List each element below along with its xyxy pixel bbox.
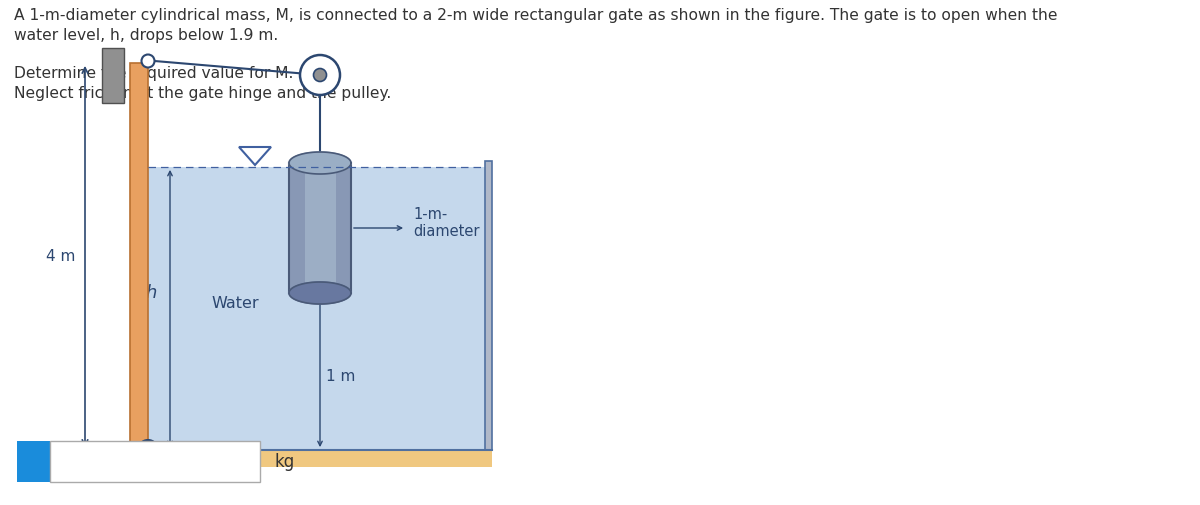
Text: water level, h, drops below 1.9 m.: water level, h, drops below 1.9 m. [14,28,278,43]
Circle shape [142,55,155,68]
Text: Water: Water [211,296,259,311]
Bar [289,163,352,293]
Circle shape [300,55,340,95]
Polygon shape [289,282,352,304]
Bar [305,163,336,293]
Text: 1 m: 1 m [326,369,355,384]
Bar [148,450,492,467]
Text: i: i [31,452,36,471]
Bar [102,48,124,103]
Polygon shape [289,152,352,174]
Text: 1-m-
diameter: 1-m- diameter [413,207,480,239]
Bar [130,63,148,450]
Text: Determine the required value for M.: Determine the required value for M. [14,66,294,81]
Text: h: h [145,284,157,302]
Circle shape [138,440,158,460]
Text: 4 m: 4 m [46,249,74,264]
Bar [148,167,492,450]
Circle shape [313,69,326,81]
Text: A 1-m-diameter cylindrical mass, M, is connected to a 2-m wide rectangular gate : A 1-m-diameter cylindrical mass, M, is c… [14,8,1058,23]
Text: kg: kg [275,452,295,471]
Circle shape [144,446,152,454]
Text: Neglect friction at the gate hinge and the pulley.: Neglect friction at the gate hinge and t… [14,86,391,101]
Bar [125,450,166,467]
Bar [485,161,492,450]
